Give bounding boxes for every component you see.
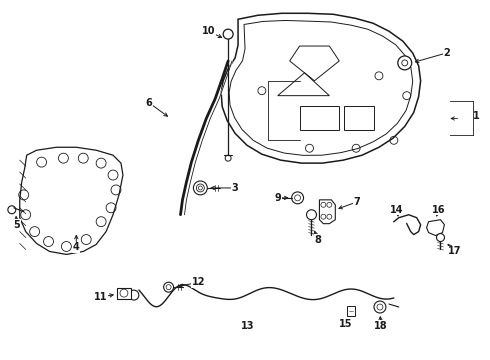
Circle shape [374,301,386,313]
Text: 14: 14 [390,205,404,215]
Text: 1: 1 [473,111,480,121]
Polygon shape [319,200,335,224]
Polygon shape [347,306,355,316]
Text: 16: 16 [432,205,445,215]
Polygon shape [117,288,131,299]
Text: 10: 10 [201,26,215,36]
Text: 7: 7 [354,197,361,207]
Text: 11: 11 [95,292,108,302]
Text: 3: 3 [232,183,239,193]
Text: 8: 8 [314,234,321,244]
Circle shape [292,192,303,204]
Polygon shape [221,13,420,163]
Polygon shape [20,147,123,255]
Circle shape [164,282,173,292]
Text: 17: 17 [448,247,461,256]
Circle shape [223,29,233,39]
Text: 12: 12 [192,277,205,287]
Circle shape [437,234,444,242]
Text: 13: 13 [241,321,255,331]
Circle shape [398,56,412,70]
Text: 9: 9 [274,193,281,203]
Polygon shape [427,220,444,235]
Text: 15: 15 [339,319,352,329]
Text: 2: 2 [443,48,450,58]
Circle shape [307,210,317,220]
Text: 6: 6 [146,98,152,108]
Text: 4: 4 [73,243,80,252]
Text: 18: 18 [374,321,388,331]
Circle shape [194,181,207,195]
Text: 5: 5 [13,220,20,230]
